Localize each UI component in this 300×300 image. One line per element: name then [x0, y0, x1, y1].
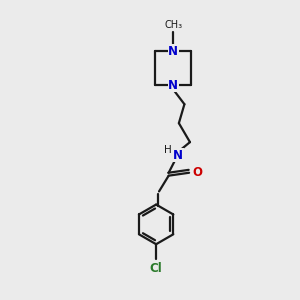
- Text: N: N: [168, 79, 178, 92]
- Text: N: N: [168, 45, 178, 58]
- Text: N: N: [173, 149, 183, 162]
- Text: Cl: Cl: [150, 262, 163, 275]
- Text: H: H: [164, 145, 171, 155]
- Text: CH₃: CH₃: [164, 20, 182, 30]
- Text: O: O: [193, 166, 202, 179]
